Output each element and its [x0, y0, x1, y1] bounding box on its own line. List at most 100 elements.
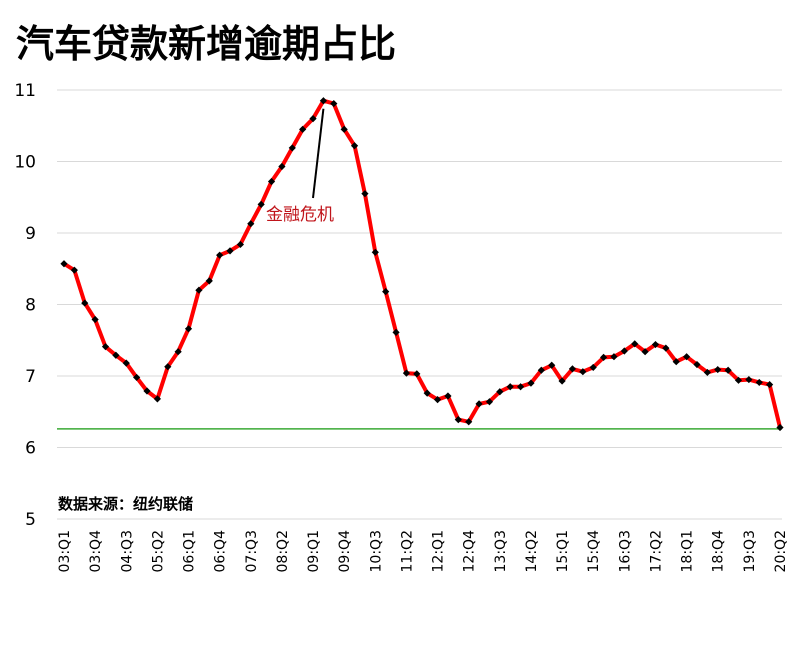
- series-markers: [60, 97, 784, 432]
- data-point: [112, 351, 120, 359]
- annotation-pointer: [312, 108, 325, 199]
- data-point: [153, 395, 161, 403]
- data-point: [382, 288, 390, 296]
- x-tick-label: 09:Q4: [337, 530, 353, 573]
- data-point: [745, 375, 753, 384]
- x-tick-label: 11:Q2: [399, 530, 415, 572]
- data-point: [133, 373, 141, 382]
- data-point: [216, 251, 224, 259]
- x-tick-label: 20:Q2: [773, 530, 789, 572]
- data-point: [724, 366, 732, 374]
- x-tick-label: 14:Q2: [524, 530, 540, 572]
- data-point: [81, 299, 89, 307]
- data-point: [205, 277, 213, 285]
- data-point: [599, 353, 608, 362]
- data-point: [236, 240, 245, 249]
- data-point: [506, 383, 514, 391]
- x-tick-label: 19:Q3: [742, 530, 758, 572]
- x-tick-label: 09:Q1: [306, 530, 322, 572]
- data-point: [641, 348, 649, 356]
- x-tick-label: 04:Q3: [119, 530, 135, 572]
- data-point: [195, 286, 203, 294]
- data-point: [392, 328, 400, 336]
- source-note: 数据来源：纽约联储: [58, 495, 193, 513]
- data-point: [568, 365, 577, 373]
- data-point: [433, 395, 442, 404]
- data-point: [579, 368, 587, 376]
- data-point: [444, 392, 452, 400]
- data-point: [267, 177, 276, 186]
- data-point: [288, 144, 296, 152]
- y-tick-label: 6: [25, 439, 36, 459]
- data-point: [465, 418, 473, 426]
- data-point: [299, 125, 307, 133]
- y-axis-ticks: 5 6 7 8 9 10 11: [14, 81, 36, 530]
- data-point: [340, 125, 348, 133]
- data-point: [620, 347, 628, 355]
- x-tick-label: 12:Q1: [431, 530, 447, 572]
- data-point: [257, 200, 265, 208]
- data-point: [122, 359, 130, 367]
- x-tick-label: 13:Q3: [493, 530, 509, 572]
- data-point: [485, 398, 494, 406]
- data-point: [91, 315, 99, 324]
- data-point: [184, 325, 193, 333]
- data-point: [226, 247, 234, 255]
- y-tick-label: 8: [25, 296, 36, 316]
- x-tick-label: 18:Q4: [711, 530, 727, 573]
- x-tick-label: 12:Q4: [462, 530, 478, 573]
- data-point: [143, 387, 151, 395]
- data-point: [548, 361, 556, 369]
- data-point: [174, 348, 182, 356]
- y-tick-label: 11: [14, 81, 36, 101]
- data-point: [672, 358, 680, 366]
- x-tick-label: 16:Q3: [617, 530, 633, 572]
- x-tick-label: 03:Q4: [88, 530, 104, 573]
- x-tick-label: 08:Q2: [275, 530, 291, 572]
- y-tick-label: 10: [14, 153, 36, 173]
- data-point: [703, 368, 711, 377]
- data-point: [558, 377, 566, 385]
- data-point: [371, 248, 379, 256]
- data-point: [402, 369, 411, 377]
- data-point: [101, 343, 110, 351]
- data-point: [693, 360, 701, 369]
- data-point: [610, 353, 618, 361]
- data-point: [247, 220, 255, 228]
- x-tick-label: 17:Q2: [648, 530, 664, 572]
- data-point: [454, 416, 462, 424]
- x-tick-label: 03:Q1: [57, 530, 73, 572]
- x-axis-ticks: 03:Q1 03:Q4 04:Q3 05:Q2 06:Q1 06:Q4 07:Q3 08:Q2…: [57, 530, 789, 573]
- data-point: [734, 376, 743, 384]
- annotation-label: 金融危机: [266, 205, 334, 225]
- data-point: [589, 363, 597, 372]
- series-line: [62, 98, 782, 428]
- data-point: [496, 388, 504, 396]
- data-point: [631, 340, 639, 348]
- x-tick-label: 18:Q1: [680, 530, 696, 572]
- x-tick-label: 06:Q4: [213, 530, 229, 573]
- data-point: [70, 266, 78, 274]
- gridlines: [57, 89, 782, 520]
- data-point: [755, 378, 763, 387]
- y-tick-label: 9: [25, 224, 36, 244]
- data-point: [413, 370, 421, 378]
- x-tick-label: 10:Q3: [368, 530, 384, 572]
- data-point: [714, 365, 722, 374]
- y-tick-label: 7: [25, 367, 36, 387]
- data-point: [527, 379, 535, 387]
- data-point: [776, 423, 784, 432]
- y-tick-label: 5: [25, 510, 36, 530]
- data-point: [330, 99, 338, 108]
- x-tick-label: 15:Q1: [555, 530, 571, 572]
- data-point: [537, 366, 545, 374]
- data-point: [60, 260, 68, 268]
- data-point: [662, 344, 670, 352]
- data-point: [278, 162, 286, 171]
- data-point: [309, 115, 317, 123]
- data-point: [516, 383, 525, 391]
- x-tick-label: 15:Q4: [586, 530, 602, 573]
- data-point: [361, 190, 369, 198]
- data-point: [683, 353, 691, 361]
